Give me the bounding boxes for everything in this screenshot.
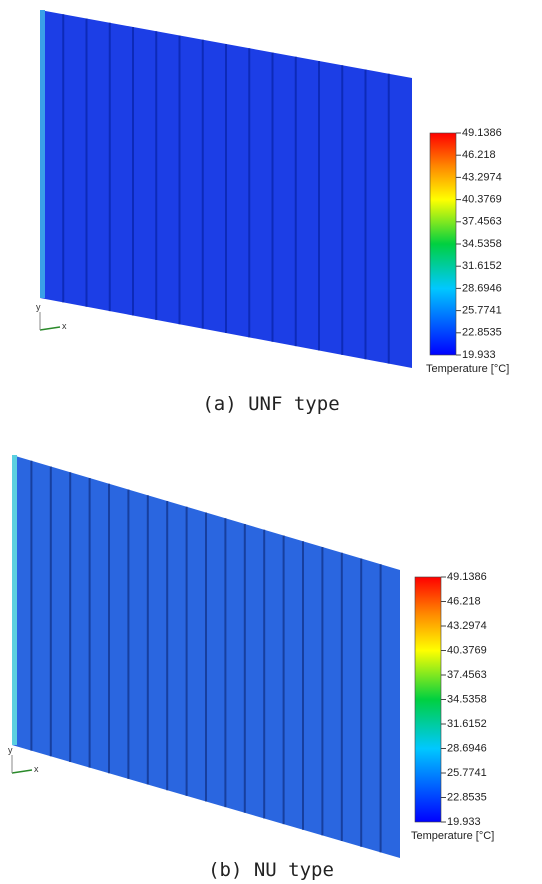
colorbar-label: 28.6946: [447, 742, 487, 754]
colorbar-label: 40.3769: [447, 644, 487, 656]
colorbar-label: 34.5358: [462, 238, 502, 250]
colorbar-label: 25.7741: [447, 767, 487, 779]
caption: (b) NU type: [208, 859, 334, 881]
colorbar-label: 34.5358: [447, 693, 487, 705]
plate-edge: [12, 455, 17, 745]
colorbar-label: 43.2974: [462, 171, 502, 183]
colorbar-label: 22.8535: [447, 791, 487, 803]
colorbar-label: 19.933: [447, 816, 481, 828]
caption: (a) UNF type: [202, 393, 339, 415]
colorbar-label: 22.8535: [462, 327, 502, 339]
plate-edge: [40, 10, 45, 298]
axis-x: [11, 769, 33, 774]
colorbar-label: 37.4563: [447, 669, 487, 681]
colorbar: [429, 132, 457, 356]
colorbar-label: 46.218: [447, 595, 481, 607]
colorbar-label: 43.2974: [447, 620, 487, 632]
colorbar-label: 37.4563: [462, 216, 502, 228]
axis-y-label: y: [8, 745, 13, 755]
axis-x-label: x: [34, 764, 39, 774]
colorbar-label: 49.1386: [462, 127, 502, 139]
colorbar-label: 19.933: [462, 349, 496, 361]
axis-x: [39, 326, 61, 331]
colorbar-label: 46.218: [462, 149, 496, 161]
axis-x-label: x: [62, 321, 67, 331]
colorbar: [414, 576, 442, 823]
colorbar-title: Temperature [°C]: [411, 830, 494, 842]
axis-y-label: y: [36, 302, 41, 312]
colorbar-label: 25.7741: [462, 305, 502, 317]
colorbar-title: Temperature [°C]: [426, 363, 509, 375]
colorbar-label: 28.6946: [462, 282, 502, 294]
colorbar-label: 31.6152: [462, 260, 502, 272]
colorbar-label: 49.1386: [447, 571, 487, 583]
colorbar-label: 40.3769: [462, 194, 502, 206]
colorbar-label: 31.6152: [447, 718, 487, 730]
